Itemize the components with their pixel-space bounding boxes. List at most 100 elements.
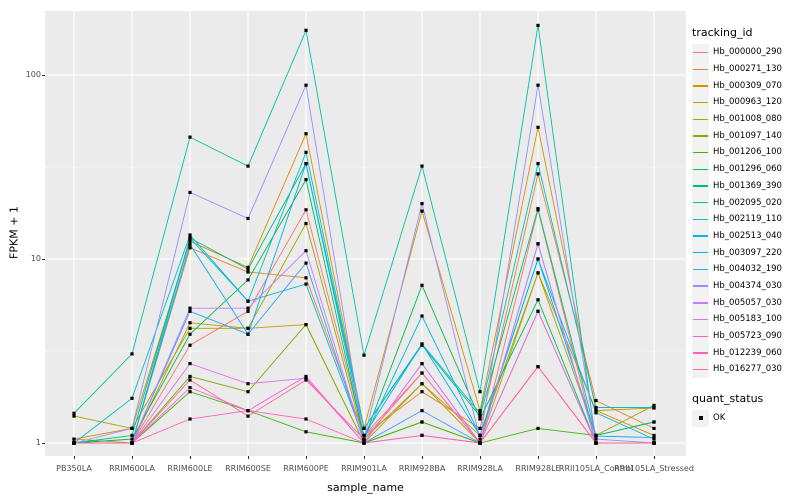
x-tick-mark [74,456,75,459]
data-point [536,83,540,87]
data-point [246,267,250,271]
legend-item-Hb_005183_100: Hb_005183_100 [692,310,798,328]
line-swatch-icon [693,135,708,137]
data-point [420,283,424,287]
data-point [304,132,308,136]
data-point [188,390,192,394]
legend-item-Hb_001008_080: Hb_001008_080 [692,110,798,128]
data-point [652,433,656,437]
x-tick-label-PB350LA: PB350LA [56,464,92,473]
data-point [246,164,250,168]
data-point [72,414,76,418]
legend-key [692,160,709,178]
data-point [420,164,424,168]
legend-key [692,327,709,345]
data-point [304,150,308,154]
data-point [246,382,250,386]
data-point [188,378,192,382]
x-tick-mark [422,456,423,459]
legend-key [692,43,709,61]
data-point [536,242,540,246]
x-tick-mark [654,456,655,459]
data-point [420,409,424,413]
x-tick-mark [538,456,539,459]
data-point [536,207,540,211]
data-point [188,362,192,366]
data-point [420,362,424,366]
legend-label: Hb_001008_080 [713,114,782,125]
line-swatch-icon [693,101,708,104]
data-point [478,437,482,441]
data-point [246,278,250,282]
data-point [304,208,308,212]
legend-item-Hb_004032_190: Hb_004032_190 [692,260,798,278]
data-point [188,246,192,250]
quant-ok-key [692,409,709,427]
legend-item-Hb_001206_100: Hb_001206_100 [692,143,798,161]
data-point [246,409,250,413]
data-point [652,420,656,424]
data-point [246,390,250,394]
data-point [420,420,424,424]
data-point [130,396,134,400]
x-tick-mark [364,456,365,459]
data-point [304,417,308,421]
x-tick-label-RRII105LA_Control: RRII105LA_Control [558,464,634,473]
legend-label: Hb_012239_060 [713,347,782,358]
data-point [188,326,192,330]
legend-label: Hb_000963_120 [713,97,782,108]
data-point [188,332,192,336]
data-point [652,426,656,430]
data-point [536,271,540,275]
legend-item-Hb_001097_140: Hb_001097_140 [692,127,798,145]
legend: tracking_id Hb_000000_290 Hb_000271_130 Hb… [692,26,798,427]
square-point-icon [698,416,703,421]
legend-key [692,344,709,362]
data-point [130,437,134,441]
data-point [478,441,482,445]
y-axis-title: FPKM + 1 [7,206,21,259]
line-swatch-icon [693,68,708,70]
legend-item-Hb_016277_030: Hb_016277_030 [692,360,798,378]
legend-key [692,277,709,295]
legend-label: Hb_003097_220 [713,247,782,258]
legend-label: Hb_000271_130 [713,64,782,75]
legend-label: Hb_004374_030 [713,280,782,291]
line-swatch-icon [693,168,708,171]
line-swatch-icon [693,318,708,321]
data-point [536,172,540,176]
x-tick-mark [248,456,249,459]
data-point [536,426,540,430]
data-point [188,309,192,313]
data-point [304,28,308,32]
line-swatch-icon [693,302,708,304]
data-point [362,353,366,357]
data-point [420,202,424,206]
legend-item-Hb_005057_030: Hb_005057_030 [692,294,798,312]
y-tick-label-100: 100 [25,70,41,79]
data-point [536,309,540,313]
data-point [304,376,308,380]
data-point [304,378,308,382]
data-point [420,371,424,375]
data-point [594,411,598,415]
data-point [478,433,482,437]
data-point [130,352,134,356]
line-swatch-icon [693,235,708,237]
data-point [246,265,250,269]
data-point [304,261,308,265]
legend-item-quant-ok: OK [692,409,798,427]
data-point [478,414,482,418]
legend-item-Hb_000963_120: Hb_000963_120 [692,93,798,111]
data-point [188,306,192,310]
legend-item-Hb_004374_030: Hb_004374_030 [692,277,798,295]
legend-label: Hb_005183_100 [713,314,782,325]
x-tick-label-RRIM600LA: RRIM600LA [109,464,155,473]
line-swatch-icon [693,252,708,254]
legend-label: Hb_004032_190 [713,264,782,275]
data-point [594,437,598,441]
data-point [536,23,540,27]
x-tick-label-RRIM928LE: RRIM928LE [515,464,561,473]
x-tick-label-RRIM600SE: RRIM600SE [225,464,271,473]
data-point [246,306,250,310]
